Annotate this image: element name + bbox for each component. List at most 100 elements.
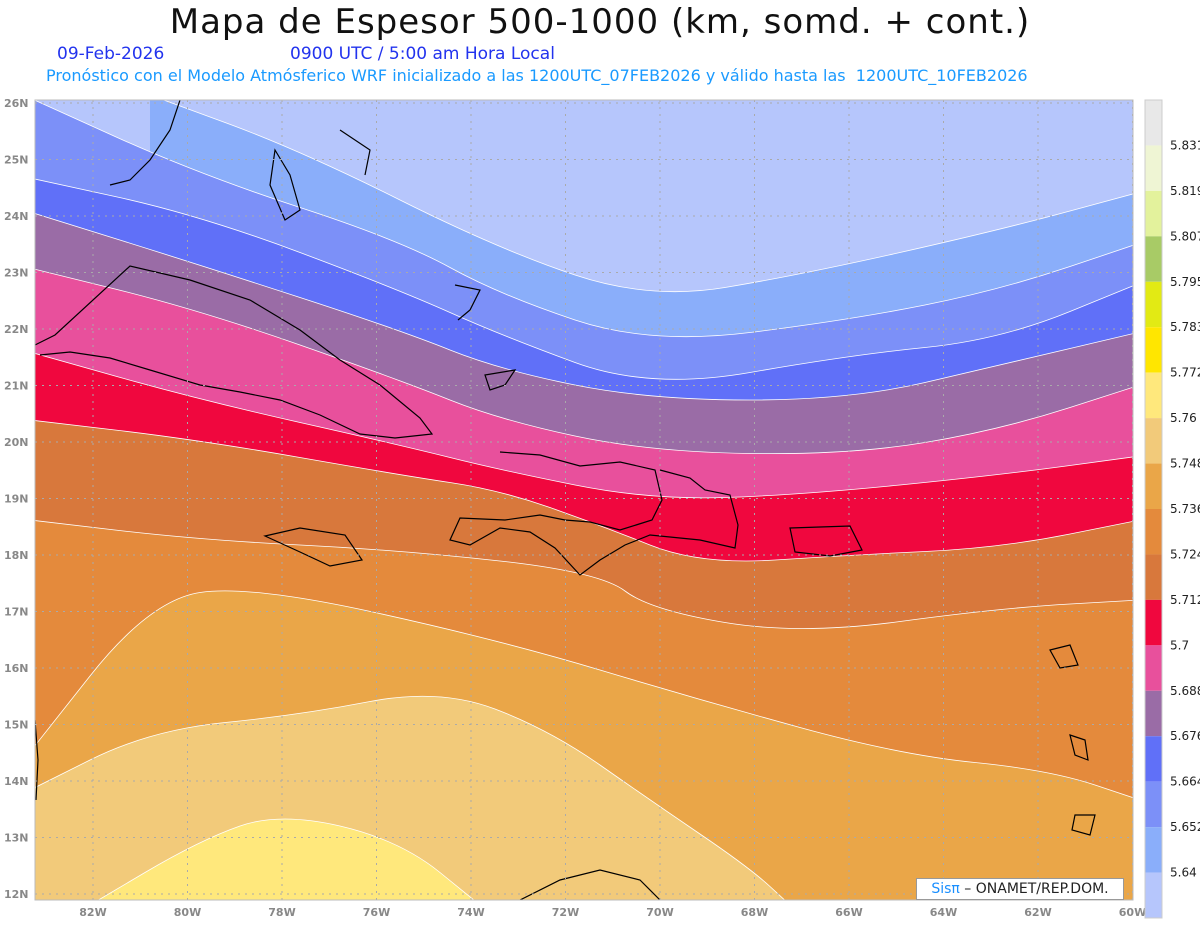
lat-label: 25N — [4, 154, 29, 167]
lon-label: 62W — [1024, 906, 1051, 919]
contour-line — [97, 818, 475, 900]
cuba-coastline — [35, 265, 434, 439]
lon-label: 82W — [79, 906, 106, 919]
lat-label: 24N — [4, 210, 29, 223]
colorbar-label: 5.652 — [1170, 820, 1200, 834]
puerto-rico-coastline — [789, 525, 863, 557]
lat-label: 15N — [4, 719, 29, 732]
contour-line — [35, 268, 1133, 455]
sispi-logo: Sisπ — [931, 881, 960, 897]
colorbar-label: 5.807 — [1170, 229, 1200, 243]
lon-label: 76W — [363, 906, 390, 919]
colorbar-bin — [1145, 736, 1162, 782]
contour-line — [162, 100, 1133, 293]
lon-labels: 82W 80W 78W 76W 74W 72W 70W 68W 66W 64W 62W 60W — [79, 906, 1146, 919]
valid-date: 09-Feb-2026 — [57, 44, 165, 64]
lon-label: 66W — [835, 906, 862, 919]
colorbar-label: 5.748 — [1170, 457, 1200, 471]
lat-label: 26N — [4, 97, 29, 110]
contour-line — [35, 352, 1133, 499]
colorbar-bin — [1145, 190, 1162, 237]
colorbar-bin — [1145, 281, 1162, 328]
forecast-note: Pronóstico con el Modelo Atmósferico WRF… — [46, 66, 1028, 85]
jamaica-coastline — [263, 527, 364, 567]
colorbar-label: 5.819 — [1170, 184, 1200, 198]
colorbar-bin — [1145, 690, 1162, 737]
lat-label: 18N — [4, 549, 29, 562]
band-5.76 — [98, 819, 474, 900]
lat-label: 17N — [4, 606, 29, 619]
guadeloupe-coastline — [1049, 644, 1079, 669]
lon-label: 80W — [174, 906, 201, 919]
hispaniola-coastline — [449, 451, 739, 576]
lat-label: 22N — [4, 323, 29, 336]
colorbar-bin — [1145, 236, 1162, 282]
contour-line — [35, 520, 1133, 629]
bahamas-eleuthera-coastline — [339, 129, 371, 176]
lat-label: 13N — [4, 832, 29, 845]
lat-label: 14N — [4, 775, 29, 788]
credit-text: – ONAMET/REP.DOM. — [959, 881, 1109, 897]
contour-line — [35, 420, 1133, 562]
lat-label: 19N — [4, 493, 29, 506]
coastlines — [35, 100, 1096, 900]
colorbar-label: 5.76 — [1170, 411, 1197, 425]
contour-line — [35, 590, 1133, 799]
colorbar-bin — [1145, 509, 1162, 555]
colombia-coast-coastline — [519, 869, 661, 900]
lat-label: 21N — [4, 380, 29, 393]
lat-label: 16N — [4, 662, 29, 675]
valid-time: 0900 UTC / 5:00 am Hora Local — [290, 44, 555, 64]
shaded-bands — [35, 100, 1133, 900]
colorbar-label: 5.64 — [1170, 866, 1197, 880]
colorbar-bin — [1145, 872, 1162, 918]
lon-label: 68W — [741, 906, 768, 919]
colorbar-label: 5.664 — [1170, 775, 1200, 789]
florida-coastline — [109, 100, 181, 186]
colorbar-label: 5.772 — [1170, 366, 1200, 380]
lat-label: 20N — [4, 436, 29, 449]
colorbar-label: 5.783 — [1170, 320, 1200, 334]
colorbar-label: 5.688 — [1170, 684, 1200, 698]
lon-label: 78W — [268, 906, 295, 919]
map-frame — [34, 99, 1134, 901]
colorbar-label: 5.712 — [1170, 593, 1200, 607]
lon-label: 74W — [457, 906, 484, 919]
lon-label: 64W — [930, 906, 957, 919]
lon-label: 60W — [1119, 906, 1146, 919]
colorbar-label: 5.795 — [1170, 275, 1200, 289]
colorbar-bin — [1145, 827, 1162, 873]
colorbar-bin — [1145, 781, 1162, 828]
contour-line — [35, 178, 1133, 380]
gridlines — [35, 100, 1133, 900]
colorbar-bin — [1145, 372, 1162, 419]
contour-line — [35, 695, 786, 900]
colorbar-bin — [1145, 645, 1162, 691]
contour-line — [35, 213, 1133, 401]
lat-label: 23N — [4, 267, 29, 280]
colorbar-label: 5.831 — [1170, 138, 1200, 152]
colorbar-label: 5.724 — [1170, 547, 1200, 561]
colorbar: 5.831 5.819 5.807 5.795 5.783 5.772 5.76 5.748 5… — [1144, 99, 1200, 919]
colorbar-bin — [1145, 327, 1162, 373]
colorbar-label: 5.676 — [1170, 729, 1200, 743]
lat-labels: 26N 25N 24N 23N 22N 21N 20N 19N 18N 17N 16N 15N 14N 1… — [4, 97, 29, 901]
credit-box: Sisπ – ONAMET/REP.DOM. — [916, 878, 1124, 900]
colorbar-bin — [1145, 554, 1162, 600]
colorbar-bin — [1145, 463, 1162, 509]
colorbar-bin — [1145, 599, 1162, 646]
trinidad-coastline — [1071, 814, 1096, 836]
colorbar-label: 5.736 — [1170, 502, 1200, 516]
central-america-coastline — [35, 719, 39, 801]
lat-label: 12N — [4, 888, 29, 901]
bahamas-long-coastline — [454, 284, 481, 321]
colorbar-bin — [1145, 145, 1162, 191]
colorbar-label: 5.7 — [1170, 638, 1189, 652]
map-title: Mapa de Espesor 500-1000 (km, somd. + co… — [169, 2, 1031, 42]
colorbar-frame — [1144, 99, 1163, 919]
lon-label: 72W — [552, 906, 579, 919]
lon-label: 70W — [646, 906, 673, 919]
bahamas-andros-coastline — [269, 148, 301, 221]
colorbar-bin — [1145, 418, 1162, 464]
